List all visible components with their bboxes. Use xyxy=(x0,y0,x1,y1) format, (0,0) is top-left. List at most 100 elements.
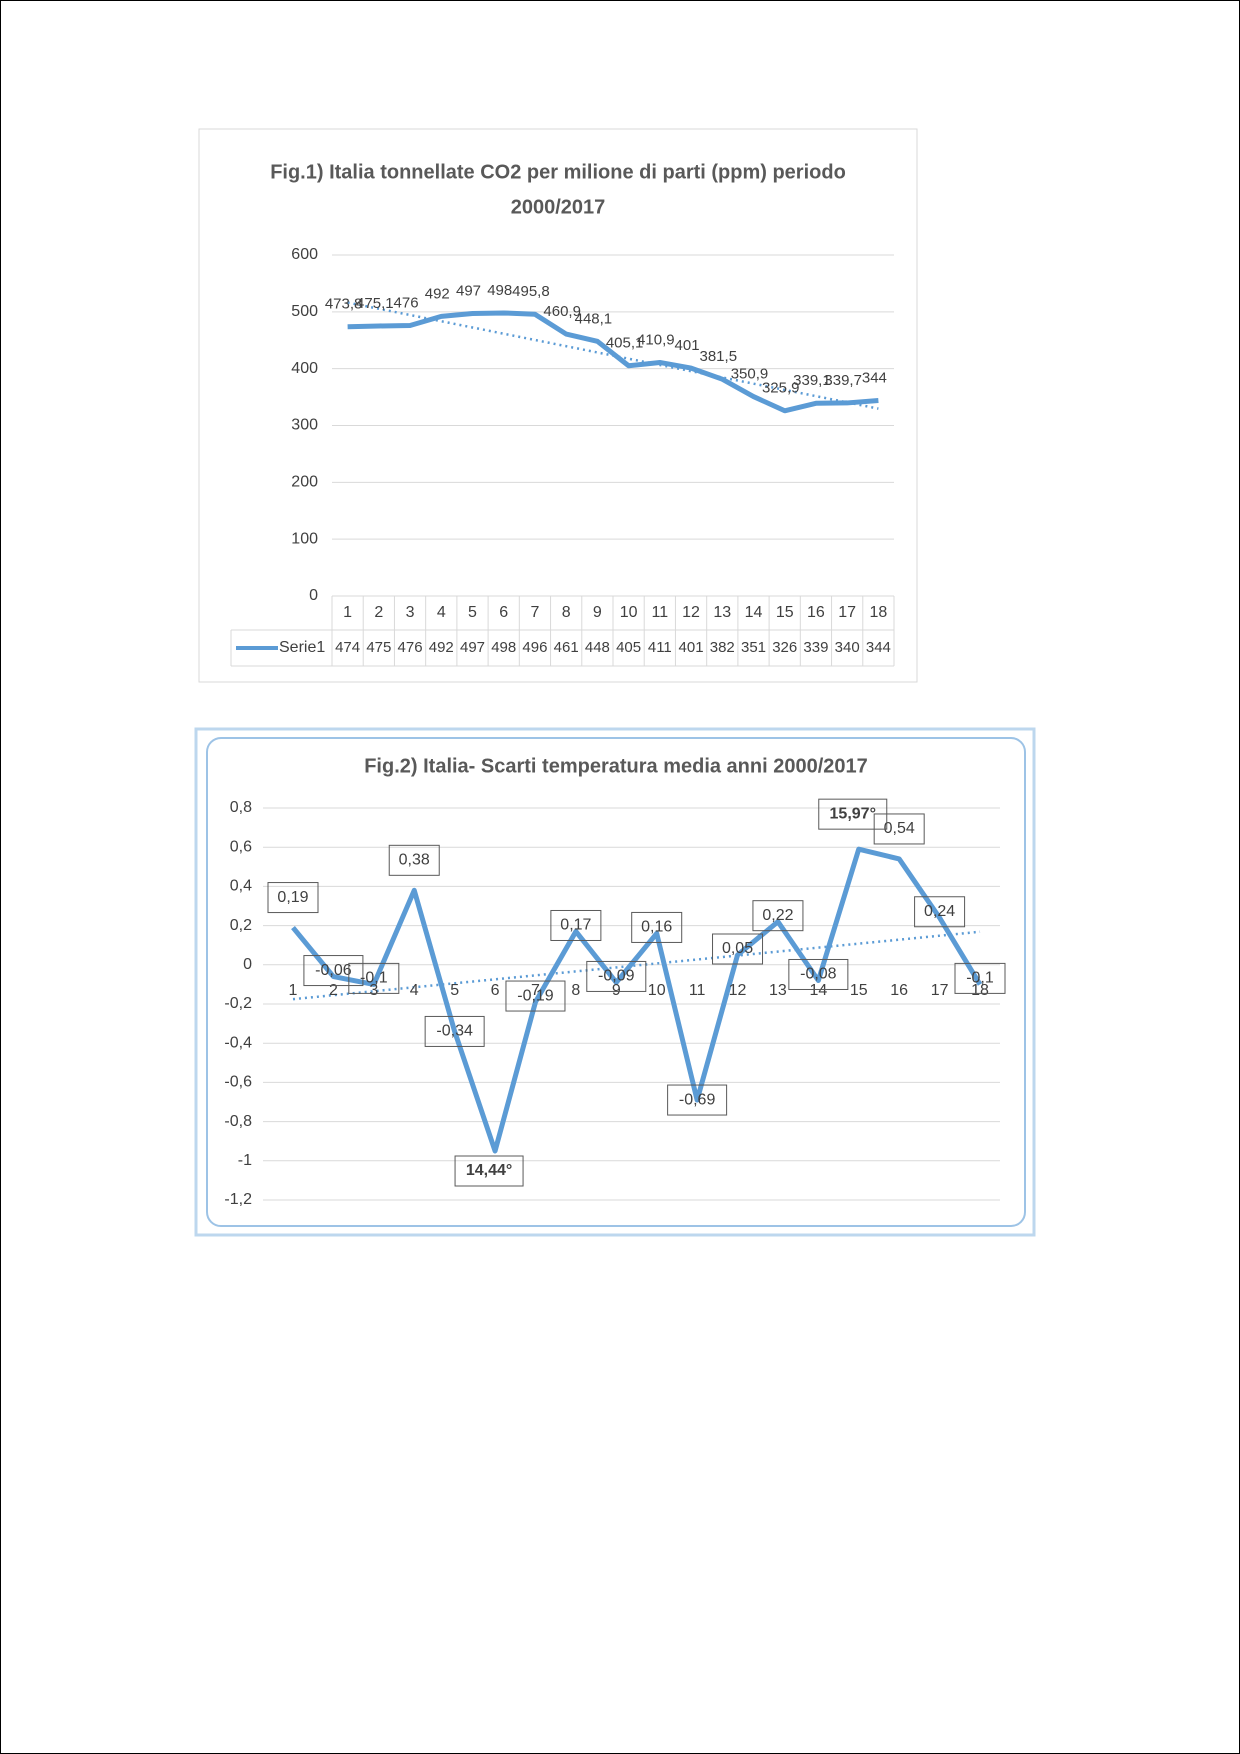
table-cell: 461 xyxy=(554,639,579,656)
data-label: 0,17 xyxy=(560,917,591,934)
data-label: -0,69 xyxy=(679,1091,716,1108)
x-tick-label: 11 xyxy=(689,982,706,999)
legend-label: Serie1 xyxy=(279,639,325,656)
data-label: 473,8 xyxy=(325,296,363,313)
table-cell: 411 xyxy=(648,639,672,656)
x-tick-label: 18 xyxy=(971,982,989,999)
table-cell: 475 xyxy=(366,639,391,656)
data-label: 460,9 xyxy=(543,303,581,320)
x-tick-label: 15 xyxy=(850,982,868,999)
data-label: 476 xyxy=(394,294,419,311)
data-label: -0,1 xyxy=(966,970,994,987)
table-cell: 326 xyxy=(772,639,797,656)
data-label: 0,16 xyxy=(641,919,672,936)
data-label: 344 xyxy=(862,369,887,386)
data-label: 0,24 xyxy=(924,903,955,920)
chart1-title: 2000/2017 xyxy=(511,196,606,218)
x-tick-label: 13 xyxy=(769,982,787,999)
x-tick-label: 17 xyxy=(838,604,856,621)
table-cell: 497 xyxy=(460,639,485,656)
table-cell: 344 xyxy=(866,639,891,656)
y-tick-label: -0,2 xyxy=(224,995,252,1012)
y-tick-label: -1 xyxy=(238,1152,252,1169)
x-tick-label: 1 xyxy=(289,982,298,999)
data-label: 0,38 xyxy=(399,852,430,869)
x-tick-label: 4 xyxy=(410,982,419,999)
data-label: 492 xyxy=(425,285,450,302)
y-tick-label: 600 xyxy=(291,246,318,263)
data-label: 497 xyxy=(456,283,481,300)
y-tick-label: 100 xyxy=(291,530,318,547)
x-tick-label: 3 xyxy=(369,982,378,999)
x-tick-label: 15 xyxy=(776,604,794,621)
label-box xyxy=(303,955,364,987)
label-box xyxy=(505,980,566,1012)
x-tick-label: 7 xyxy=(531,982,540,999)
data-label: -0,19 xyxy=(517,987,554,1004)
x-tick-label: 8 xyxy=(562,604,571,621)
data-label: 339,7 xyxy=(824,372,862,389)
y-tick-label: -0,6 xyxy=(224,1074,252,1091)
x-tick-label: 13 xyxy=(713,604,731,621)
y-tick-label: -0,8 xyxy=(224,1113,252,1130)
y-tick-label: 0,2 xyxy=(230,917,252,934)
data-label: -0,08 xyxy=(800,966,837,983)
table-cell: 498 xyxy=(491,639,516,656)
x-tick-label: 7 xyxy=(530,604,539,621)
data-label: 401 xyxy=(675,337,700,354)
x-tick-label: 18 xyxy=(869,604,887,621)
data-label: 325,9 xyxy=(762,380,800,397)
y-tick-label: 0,6 xyxy=(230,838,252,855)
chart2-selection xyxy=(194,727,1036,1237)
table-cell: 401 xyxy=(679,639,704,656)
data-label: 0,54 xyxy=(884,820,915,837)
table-cell: 474 xyxy=(335,639,360,656)
x-tick-label: 5 xyxy=(450,982,459,999)
label-box xyxy=(267,882,319,914)
data-label: 339,1 xyxy=(793,372,831,389)
data-label: 0,05 xyxy=(722,940,753,957)
label-box xyxy=(424,1015,485,1047)
x-tick-label: 2 xyxy=(374,604,383,621)
x-tick-label: 3 xyxy=(406,604,415,621)
table-cell: 496 xyxy=(522,639,547,656)
table-cell: 405 xyxy=(616,639,641,656)
y-tick-label: -1,2 xyxy=(224,1191,252,1208)
x-tick-label: 8 xyxy=(571,982,580,999)
y-tick-label: 0,8 xyxy=(230,799,252,816)
table-cell: 340 xyxy=(835,639,860,656)
line-series xyxy=(347,310,879,414)
label-box xyxy=(954,962,1006,994)
x-tick-label: 17 xyxy=(931,982,949,999)
x-tick-label: 12 xyxy=(682,604,700,621)
label-box xyxy=(388,844,440,876)
table-cell: 339 xyxy=(803,639,828,656)
label-box xyxy=(914,896,966,928)
x-tick-label: 9 xyxy=(612,982,621,999)
label-box xyxy=(752,900,804,932)
y-tick-label: 500 xyxy=(291,303,318,320)
label-box xyxy=(454,1155,524,1187)
y-tick-label: 300 xyxy=(291,417,318,434)
data-label: 0,22 xyxy=(762,907,793,924)
data-label: 410,9 xyxy=(637,331,675,348)
y-tick-label: 0 xyxy=(243,956,252,973)
label-box xyxy=(818,798,888,830)
x-tick-label: 16 xyxy=(807,604,825,621)
x-tick-label: 11 xyxy=(652,604,669,621)
trendline xyxy=(292,930,981,1001)
x-tick-label: 10 xyxy=(648,982,666,999)
chart1-title: Fig.1) Italia tonnellate CO2 per milione… xyxy=(270,161,846,183)
table-cell: 476 xyxy=(398,639,423,656)
x-tick-label: 2 xyxy=(329,982,338,999)
data-label: 405,1 xyxy=(606,335,644,352)
label-box xyxy=(631,911,683,943)
y-tick-label: 400 xyxy=(291,360,318,377)
x-tick-label: 6 xyxy=(499,604,508,621)
data-label: 350,9 xyxy=(731,366,769,383)
data-label: -0,1 xyxy=(360,970,388,987)
data-label: 448,1 xyxy=(575,310,613,327)
label-box xyxy=(788,958,849,990)
x-tick-label: 14 xyxy=(745,604,763,621)
label-box xyxy=(667,1084,728,1116)
